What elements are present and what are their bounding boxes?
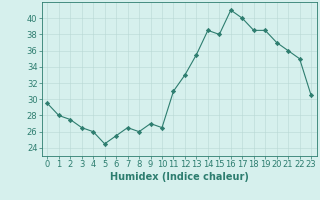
X-axis label: Humidex (Indice chaleur): Humidex (Indice chaleur): [110, 172, 249, 182]
